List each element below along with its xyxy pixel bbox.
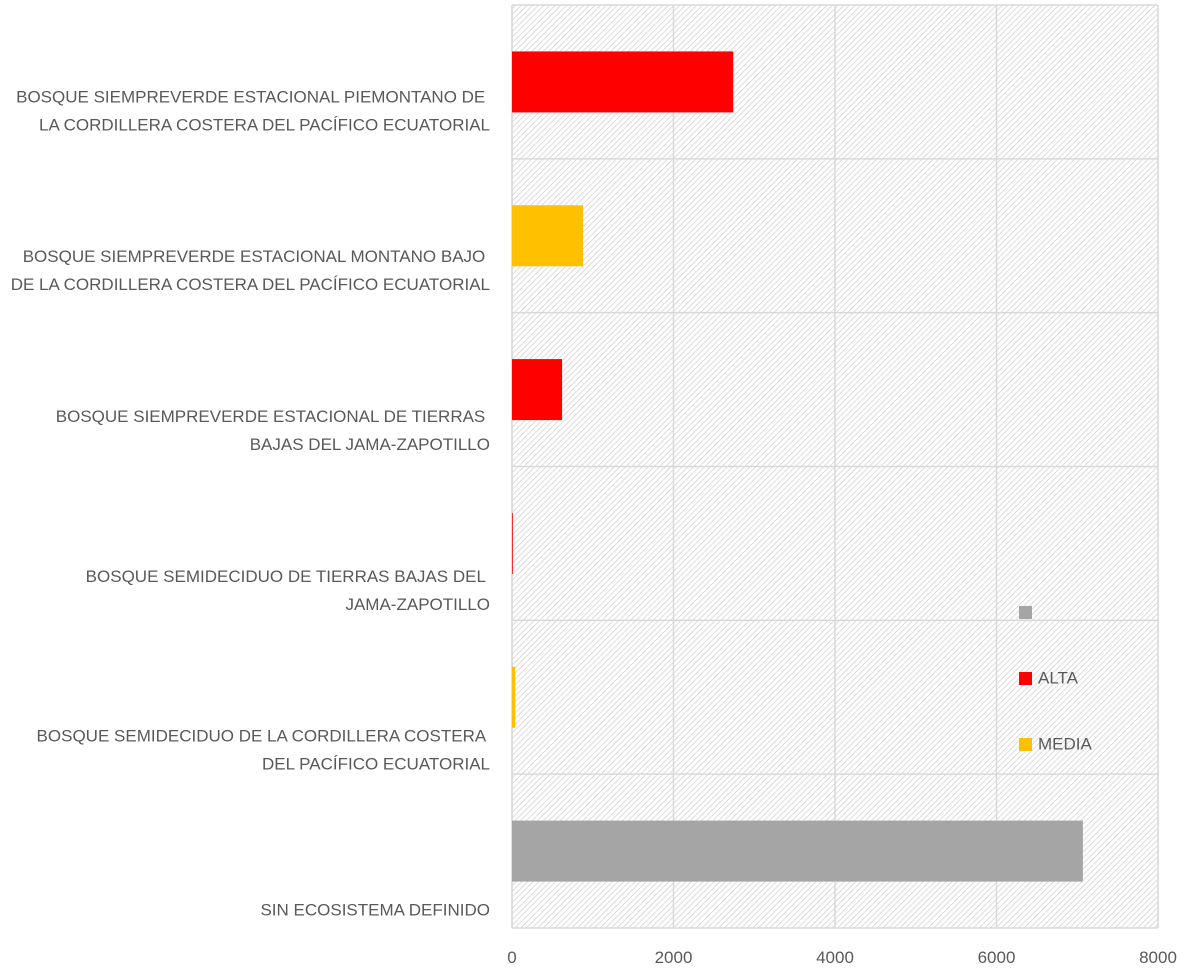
y-tick-label: BOSQUE SEMIDECIDUO DE LA CORDILLERA COST…	[37, 727, 490, 774]
y-tick-label: SIN ECOSISTEMA DEFINIDO	[260, 901, 490, 920]
legend-swatch	[1019, 672, 1032, 685]
bar	[512, 666, 516, 728]
bar	[512, 820, 1083, 882]
bar	[512, 51, 734, 113]
bar	[512, 205, 584, 267]
y-tick-label: BOSQUE SIEMPREVERDE ESTACIONAL PIEMONTAN…	[16, 87, 490, 134]
x-tick-label: 0	[507, 948, 516, 967]
bar	[512, 512, 513, 574]
y-tick-label: BOSQUE SIEMPREVERDE ESTACIONAL DE TIERRA…	[56, 407, 490, 454]
y-tick-label: BOSQUE SEMIDECIDUO DE TIERRAS BAJAS DEL …	[86, 567, 490, 614]
legend-label: ALTA	[1038, 668, 1079, 687]
y-tick-label: BOSQUE SIEMPREVERDE ESTACIONAL MONTANO B…	[11, 247, 490, 294]
bar	[512, 359, 563, 421]
x-tick-label: 6000	[978, 948, 1016, 967]
x-tick-label: 4000	[816, 948, 854, 967]
legend-swatch	[1019, 606, 1032, 619]
legend-label: MEDIA	[1038, 734, 1093, 753]
x-tick-label: 8000	[1139, 948, 1177, 967]
x-tick-label: 2000	[655, 948, 693, 967]
legend-swatch	[1019, 738, 1032, 751]
